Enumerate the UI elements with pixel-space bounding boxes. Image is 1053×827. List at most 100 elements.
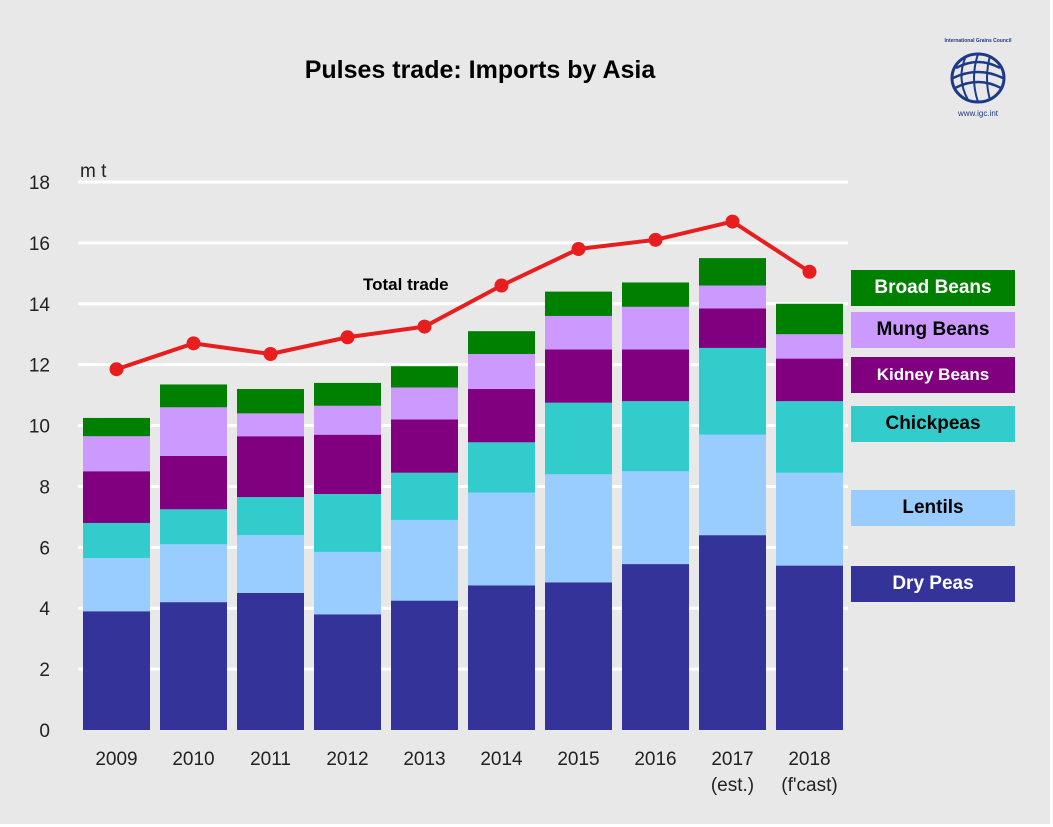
bar-segment-lentils <box>622 471 689 565</box>
bar-segment-lentils <box>391 519 458 601</box>
x-tick-label: 2009 <box>95 749 137 770</box>
bar-segment-kidney-beans <box>391 419 458 473</box>
total-trade-point <box>340 330 355 345</box>
bar-segment-chickpeas <box>237 497 304 536</box>
bar-segment-broad-beans <box>237 389 304 414</box>
bar-segment-mung-beans <box>83 436 150 472</box>
bar-segment-chickpeas <box>468 442 535 493</box>
logo-url: www.igc.int <box>957 109 998 118</box>
bar-segment-lentils <box>237 535 304 593</box>
bar-segment-kidney-beans <box>237 436 304 498</box>
bar-segment-broad-beans <box>83 417 150 437</box>
legend-item-chickpeas: Chickpeas <box>851 406 1015 442</box>
x-tick-label: 2015 <box>557 749 599 770</box>
total-trade-point <box>802 264 817 279</box>
bar-segment-kidney-beans <box>83 471 150 523</box>
bar-segment-mung-beans <box>622 306 689 350</box>
bar-segment-broad-beans <box>699 258 766 286</box>
bar-segment-mung-beans <box>314 405 381 435</box>
total-trade-point <box>725 214 740 229</box>
bar-segment-chickpeas <box>160 509 227 545</box>
bar-segment-mung-beans <box>468 354 535 390</box>
bar-segment-chickpeas <box>699 347 766 435</box>
bar-segment-mung-beans <box>776 334 843 359</box>
bar-segment-broad-beans <box>545 291 612 316</box>
y-tick-label: 4 <box>39 599 50 620</box>
bar-segment-dry-peas <box>468 585 535 730</box>
y-tick-label: 14 <box>29 295 51 316</box>
bar-segment-dry-peas <box>237 593 304 730</box>
bar-segment-chickpeas <box>776 401 843 473</box>
x-tick-label: 2013 <box>403 749 445 770</box>
y-tick-label: 16 <box>29 234 50 255</box>
legend-item-broad-beans: Broad Beans <box>851 270 1015 306</box>
total-trade-point <box>494 278 509 293</box>
bar-segment-chickpeas <box>391 472 458 520</box>
y-axis-label: m t <box>80 161 107 182</box>
y-tick-label: 0 <box>39 721 50 742</box>
legend-item-dry-peas: Dry Peas <box>851 566 1015 602</box>
chart-title: Pulses trade: Imports by Asia <box>304 56 656 84</box>
total-trade-label: Total trade <box>363 275 449 294</box>
total-trade-point <box>571 241 586 256</box>
x-tick-label: 2017 <box>711 749 753 770</box>
bar-segment-lentils <box>160 544 227 603</box>
bar-segment-mung-beans <box>699 285 766 309</box>
bar-segment-dry-peas <box>699 535 766 730</box>
y-tick-label: 8 <box>39 477 50 498</box>
bar-segment-lentils <box>468 492 535 586</box>
globe-icon <box>950 52 1006 104</box>
y-tick-label: 12 <box>29 356 50 377</box>
total-trade-point <box>263 347 278 362</box>
bar-segment-broad-beans <box>622 282 689 307</box>
bar-segment-lentils <box>776 472 843 566</box>
legend-item-mung-beans: Mung Beans <box>851 312 1015 348</box>
y-tick-label: 18 <box>29 173 50 194</box>
legend-item-lentils: Lentils <box>851 490 1015 526</box>
total-trade-point <box>648 232 663 247</box>
bar-segment-broad-beans <box>776 303 843 335</box>
total-trade-line <box>115 219 811 372</box>
bar-segment-dry-peas <box>545 582 612 730</box>
bar-segment-chickpeas <box>83 522 150 558</box>
igc-logo: International Grains Council www.igc.int <box>928 38 1028 122</box>
bar-segment-mung-beans <box>160 407 227 456</box>
bar-segment-mung-beans <box>545 315 612 350</box>
x-tick-label: 2012 <box>326 749 368 770</box>
x-tick-sublabel: (est.) <box>711 775 754 796</box>
bar-segment-kidney-beans <box>699 308 766 348</box>
bar-segment-kidney-beans <box>160 456 227 510</box>
bar-segment-kidney-beans <box>468 389 535 443</box>
x-tick-label: 2016 <box>634 749 676 770</box>
bar-segment-lentils <box>314 551 381 615</box>
bar-segment-chickpeas <box>622 401 689 472</box>
bar-segment-dry-peas <box>622 564 689 730</box>
x-tick-label: 2010 <box>172 749 214 770</box>
bar-segment-broad-beans <box>314 382 381 406</box>
bar-segment-lentils <box>699 434 766 536</box>
y-tick-label: 2 <box>39 660 50 681</box>
y-tick-label: 10 <box>29 417 50 438</box>
bar-segment-dry-peas <box>776 565 843 730</box>
bar-segment-kidney-beans <box>545 349 612 403</box>
bar-segment-dry-peas <box>391 600 458 730</box>
bar-segment-kidney-beans <box>622 349 689 402</box>
x-tick-label: 2014 <box>480 749 523 770</box>
bar-segment-chickpeas <box>545 402 612 475</box>
bar-segment-chickpeas <box>314 494 381 552</box>
logo-org-name: International Grains Council <box>944 38 1012 44</box>
total-trade-point <box>417 319 432 334</box>
bar-segment-dry-peas <box>314 614 381 730</box>
bar-segment-broad-beans <box>391 366 458 388</box>
bar-segment-dry-peas <box>83 611 150 730</box>
bar-segment-dry-peas <box>160 602 227 730</box>
x-tick-label: 2011 <box>250 749 291 770</box>
bar-segment-lentils <box>545 474 612 583</box>
y-tick-label: 6 <box>39 538 50 559</box>
total-trade-point <box>109 362 124 377</box>
bar-segment-broad-beans <box>160 384 227 408</box>
bar-segment-kidney-beans <box>776 358 843 402</box>
x-tick-label: 2018 <box>788 749 830 770</box>
